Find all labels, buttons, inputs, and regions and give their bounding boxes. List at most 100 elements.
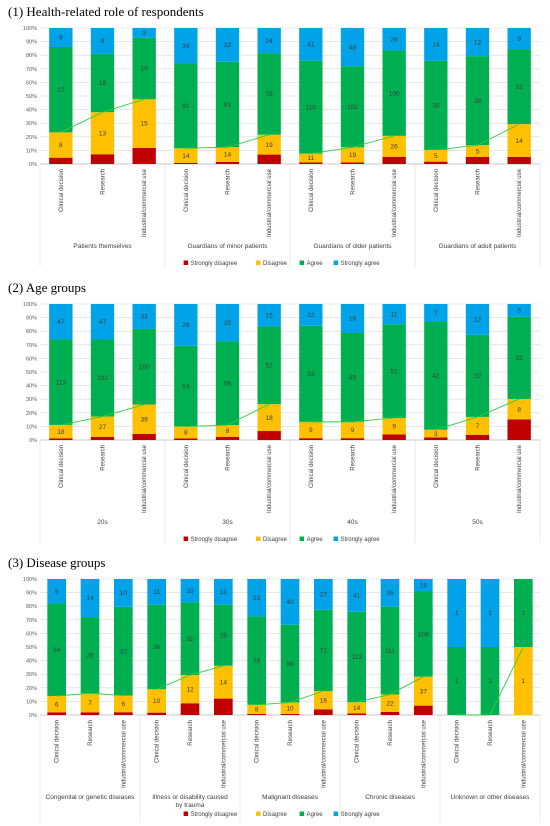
- data-label: 10: [120, 590, 128, 597]
- y-tick-label: 20%: [26, 411, 37, 417]
- bar-segment-d: [424, 149, 448, 162]
- y-tick-label: 10%: [26, 148, 37, 154]
- bar-segment-sa: [90, 28, 115, 54]
- bar-segment-a: [132, 37, 156, 100]
- category-label: Research: [488, 720, 494, 746]
- data-label: 9: [309, 427, 313, 434]
- bar-segment-d: [257, 134, 281, 155]
- bar-segment-sa: [382, 28, 406, 51]
- data-label: 18: [99, 80, 107, 87]
- bar-segment-a: [90, 339, 115, 417]
- data-label: 16: [349, 316, 357, 323]
- data-label: 113: [351, 654, 362, 661]
- bar-segment-d: [214, 665, 233, 699]
- bar-segment-d: [340, 421, 365, 439]
- bar-segment-sd: [424, 161, 448, 164]
- data-label: 14: [224, 152, 232, 159]
- data-label: 27: [57, 87, 65, 94]
- bar-segment-sa: [465, 304, 490, 335]
- data-label: 39: [141, 416, 149, 423]
- bar-segment-a: [507, 49, 531, 125]
- category-label: Research: [226, 445, 232, 471]
- category-label: Research: [288, 720, 294, 746]
- y-tick-label: 100%: [23, 577, 37, 583]
- group-label: Illness or disability caused by trauma: [152, 794, 228, 809]
- bar-segment-sa: [49, 304, 73, 340]
- legend-swatch-sa: [333, 536, 339, 541]
- legend-label: Strongly disagree: [191, 537, 238, 543]
- y-tick-label: 40%: [26, 659, 37, 665]
- bar-segment-a: [465, 56, 490, 146]
- data-label: 27: [99, 424, 107, 431]
- y-tick-label: 30%: [26, 672, 37, 678]
- y-tick-label: 60%: [26, 80, 37, 86]
- data-label: 12: [474, 39, 482, 46]
- bar-segment-a: [257, 53, 281, 135]
- panel-1-chart: 0% 10% 20% 30% 40% 50% 60% 70% 80% 90% 100% 8 27 6 Cli…: [23, 26, 541, 267]
- panel-3-title: (3) Disease groups: [8, 555, 106, 570]
- bar-segment-a: [424, 321, 448, 430]
- bar-segment-d: [340, 147, 365, 163]
- bar-segment-sa: [480, 579, 500, 647]
- data-label: 9: [392, 423, 396, 430]
- category-label: Industrial/commercial use: [267, 168, 273, 237]
- legend-swatch-sa: [333, 260, 339, 265]
- legend-swatch-a: [299, 260, 305, 265]
- group-label: Guardians of adult patients: [439, 243, 517, 250]
- data-label: 12: [186, 686, 194, 693]
- bar-segment-sa: [414, 579, 433, 592]
- y-tick-label: 80%: [26, 329, 37, 335]
- data-label: 1: [522, 678, 526, 685]
- data-label: 11: [220, 589, 227, 596]
- data-label: 19: [141, 66, 149, 73]
- y-tick-label: 70%: [26, 343, 37, 349]
- bar-segment-a: [514, 579, 533, 647]
- data-label: 1: [455, 610, 459, 617]
- data-label: 100: [139, 364, 150, 371]
- bar-segment-sa: [340, 28, 365, 67]
- category-label: Industrial/commercial use: [221, 719, 227, 788]
- group-label: Chronic diseases: [365, 794, 416, 801]
- bar-segment-sd: [247, 713, 266, 715]
- panel-2-chart: 0%10%20%30%40%50%60%70%80%90%100%1811347…: [23, 302, 541, 543]
- category-label: Clinical decision: [59, 445, 65, 488]
- category-label: Research: [88, 720, 94, 746]
- legend-swatch-a: [299, 811, 305, 816]
- bar-segment-sa: [174, 28, 198, 64]
- category-label: Clinical decision: [59, 169, 65, 212]
- bar-segment-a: [215, 341, 240, 426]
- bar-segment-sa: [147, 579, 166, 605]
- group-label: Patients themselves: [73, 243, 132, 250]
- data-label: 3: [142, 30, 146, 37]
- data-label: 78: [253, 658, 261, 665]
- bar-segment-a: [257, 326, 281, 405]
- disagree-trend-line: [60, 98, 145, 133]
- bar-segment-sd: [507, 419, 531, 440]
- group-label: Malignant diseases: [262, 794, 318, 801]
- bar-segment-sd: [174, 162, 198, 164]
- data-label: 32: [516, 84, 524, 91]
- bar-segment-d: [147, 689, 166, 713]
- data-label: 32: [224, 42, 232, 49]
- data-label: 54: [182, 383, 190, 390]
- data-label: 25: [224, 320, 232, 327]
- legend-label: Agree: [307, 812, 324, 818]
- data-label: 8: [184, 430, 188, 437]
- data-label: 7: [88, 700, 92, 707]
- bar-segment-sa: [132, 304, 156, 329]
- data-label: 34: [53, 647, 61, 654]
- disagree-trend-line: [185, 403, 270, 427]
- data-label: 10: [153, 698, 161, 705]
- bar-segment-sa: [424, 28, 448, 61]
- panel-2-title: (2) Age groups: [8, 280, 86, 295]
- data-label: 32: [120, 648, 128, 655]
- bar-segment-sa: [299, 28, 323, 61]
- data-label: 68: [286, 661, 294, 668]
- data-label: 38: [432, 103, 440, 110]
- y-tick-label: 40%: [26, 108, 37, 114]
- legend-label: Strongly agree: [341, 261, 381, 267]
- legend-label: Disagree: [263, 537, 288, 543]
- bar-segment-a: [215, 61, 240, 148]
- bar-segment-d: [299, 421, 323, 439]
- data-label: 14: [182, 153, 190, 160]
